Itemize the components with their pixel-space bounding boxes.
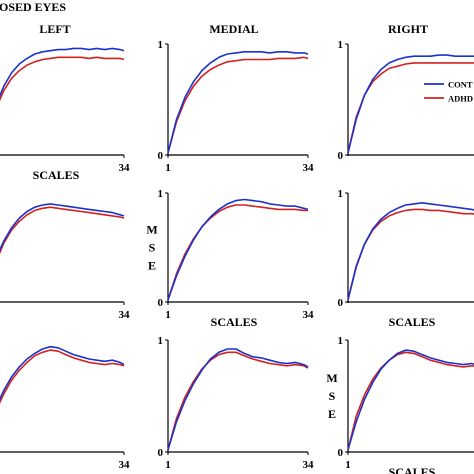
y-axis-label-letter: S — [149, 241, 156, 255]
y-tick-label-0: 0 — [158, 150, 164, 162]
legend: CONT ADHD — [418, 74, 474, 124]
series-line-adhd — [347, 208, 474, 300]
x-axis-label: SCALES — [211, 315, 258, 329]
y-axis-label-letter: M — [326, 371, 337, 385]
legend-box — [418, 74, 474, 124]
y-tick-label-0: 0 — [338, 150, 344, 162]
x-axis-label: SCALES — [33, 168, 80, 182]
panel-r1-c3: 1 0 CONT ADHD — [338, 39, 474, 162]
series-line-adhd — [0, 349, 125, 404]
series-line-cont — [347, 349, 474, 451]
series-line-adhd — [167, 56, 309, 154]
x-axis-label: SCALES — [389, 465, 436, 474]
y-tick-label-1: 1 — [338, 188, 344, 200]
y-tick-label-1: 1 — [158, 335, 164, 347]
x-tick-label-last: 34 — [303, 162, 315, 174]
y-tick-label-1: 1 — [158, 188, 164, 200]
y-tick-label-0: 0 — [158, 447, 164, 459]
series-line-cont — [0, 345, 125, 401]
series-line-cont — [167, 348, 309, 451]
y-tick-label-1: 1 — [158, 39, 164, 51]
x-tick-label-first: 1 — [165, 459, 171, 471]
condition-label: OSED EYES — [0, 0, 66, 14]
series-line-adhd — [167, 204, 308, 301]
panel-r2-c1: 34 — [0, 203, 131, 321]
series-line-cont — [347, 54, 474, 153]
x-tick-label-first: 1 — [345, 459, 351, 471]
y-tick-label-0: 0 — [158, 297, 164, 309]
column-title-left: LEFT — [39, 22, 70, 36]
y-axis-label-letter: E — [148, 259, 156, 273]
legend-label-cont: CONT — [448, 80, 473, 90]
y-axis-label-letter: S — [329, 389, 336, 403]
panel-r1-c1: 34 SCALES — [0, 47, 131, 182]
column-title-right: RIGHT — [388, 22, 428, 36]
series-line-cont — [0, 203, 125, 252]
panel-r2-c3: 1 0 SCALES — [338, 188, 474, 329]
column-title-medial: MEDIAL — [209, 22, 258, 36]
x-tick-label-last: 34 — [119, 309, 131, 321]
x-tick-label-last: 34 — [303, 309, 315, 321]
y-tick-label-1: 1 — [338, 39, 344, 51]
series-line-cont — [167, 51, 309, 153]
x-tick-label-last: 34 — [119, 459, 131, 471]
series-line-adhd — [0, 206, 125, 255]
y-tick-label-0: 0 — [338, 447, 344, 459]
series-line-cont — [347, 202, 474, 300]
legend-label-adhd: ADHD — [448, 94, 473, 104]
series-line-adhd — [347, 351, 474, 450]
x-axis-label: SCALES — [389, 315, 436, 329]
panel-r3-c1: 34 — [0, 345, 131, 471]
x-tick-label-first: 1 — [165, 162, 171, 174]
panel-r1-c2: 101 34 — [158, 39, 315, 174]
y-axis-label-letter: M — [146, 223, 157, 237]
series-line-adhd — [167, 351, 309, 451]
y-axis-label-letter: E — [328, 407, 336, 421]
panel-r3-c2: 101 34 — [158, 335, 315, 471]
series-line-adhd — [347, 62, 474, 153]
y-tick-label-1: 1 — [338, 335, 344, 347]
x-tick-label-last: 34 — [119, 162, 131, 174]
series-line-adhd — [0, 56, 125, 102]
x-tick-label-first: 1 — [165, 309, 171, 321]
y-tick-label-0: 0 — [338, 297, 344, 309]
x-tick-label-last: 34 — [303, 459, 315, 471]
series-line-cont — [167, 198, 309, 301]
series-line-cont — [0, 47, 125, 98]
